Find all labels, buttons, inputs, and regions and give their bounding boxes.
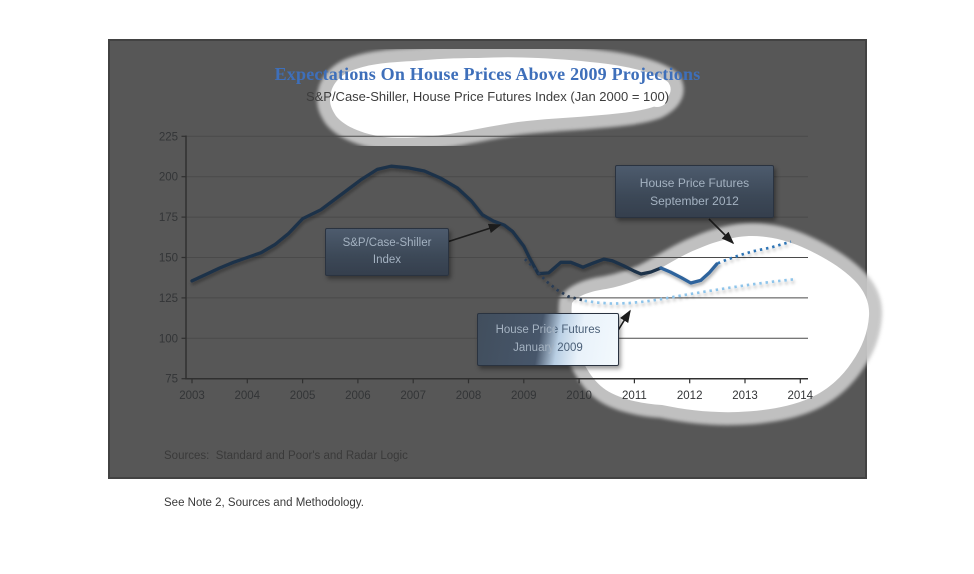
callout-jan2009-text-bright: House Price Futures January 2009 bbox=[495, 324, 601, 354]
axis-tick-labels: 2003 2004 2005 2006 2007 2008 2009 2010 2011 2012… bbox=[159, 131, 814, 402]
x-tick-label: 2004 bbox=[235, 390, 261, 402]
callout-case-shiller-line1: S&P/Case-Shiller bbox=[342, 236, 432, 249]
axis-ticks bbox=[181, 135, 801, 384]
source-line-1: Sources: Standard and Poor's and Radar L… bbox=[164, 450, 408, 462]
case-shiller-arrow bbox=[446, 223, 502, 243]
sept2012-arrow bbox=[708, 218, 735, 245]
x-tick-label: 2008 bbox=[456, 390, 482, 402]
chart-subtitle: S&P/Case-Shiller, House Price Futures In… bbox=[305, 89, 670, 104]
series-line-0-segment-0 bbox=[190, 164, 663, 283]
series-line-1-segment-1 bbox=[584, 277, 795, 305]
x-tick-label: 2011 bbox=[622, 390, 647, 402]
y-tick-label: 125 bbox=[159, 293, 178, 305]
y-tick-label: 150 bbox=[159, 253, 178, 265]
y-tick-label: 200 bbox=[159, 172, 178, 184]
x-tick-label: 2010 bbox=[566, 390, 592, 402]
x-tick-label: 2006 bbox=[345, 390, 371, 402]
chart-title: Expectations On House Prices Above 2009 … bbox=[274, 64, 701, 84]
highlight-dot bbox=[647, 91, 667, 107]
series-layer bbox=[190, 164, 795, 305]
x-tick-label: 2014 bbox=[788, 390, 814, 402]
x-tick-label: 2012 bbox=[677, 390, 703, 402]
y-tick-label: 100 bbox=[159, 333, 178, 345]
series-line-1-segment-0 bbox=[523, 258, 585, 303]
y-tick-label: 175 bbox=[159, 212, 178, 224]
callout-sept2012-line2: September 2012 bbox=[650, 193, 739, 208]
callout-sept2012-line1: House Price Futures bbox=[639, 175, 750, 190]
highlight-blob-bottom-core bbox=[571, 236, 870, 413]
callout-case-shiller-line2: Index bbox=[372, 254, 402, 266]
highlight-blob-title-core bbox=[330, 57, 671, 138]
x-tick-label: 2005 bbox=[290, 390, 316, 402]
callout-case-shiller-index: S&P/Case-Shiller Index bbox=[325, 228, 449, 276]
y-tick-label: 225 bbox=[159, 131, 178, 143]
callout-futures-september-2012: House Price Futures September 2012 bbox=[615, 165, 774, 218]
x-tick-label: 2009 bbox=[511, 390, 537, 402]
series-line-0-segment-1 bbox=[659, 262, 719, 285]
y-tick-label: 75 bbox=[165, 374, 178, 386]
highlight-blobs bbox=[317, 44, 883, 426]
source-line-2: See Note 2, Sources and Methodology. bbox=[164, 496, 364, 509]
callout-jan2009-text-dimmed: House Price Futures January 2009 bbox=[495, 324, 601, 354]
x-tick-label: 2007 bbox=[400, 390, 426, 402]
x-tick-label: 2013 bbox=[732, 390, 758, 402]
x-tick-label: 2003 bbox=[179, 390, 205, 402]
callout-futures-january-2009: House Price Futures January 2009 House P… bbox=[477, 313, 619, 366]
source-note: Sources: Standard and Poor's and Radar L… bbox=[164, 418, 408, 542]
